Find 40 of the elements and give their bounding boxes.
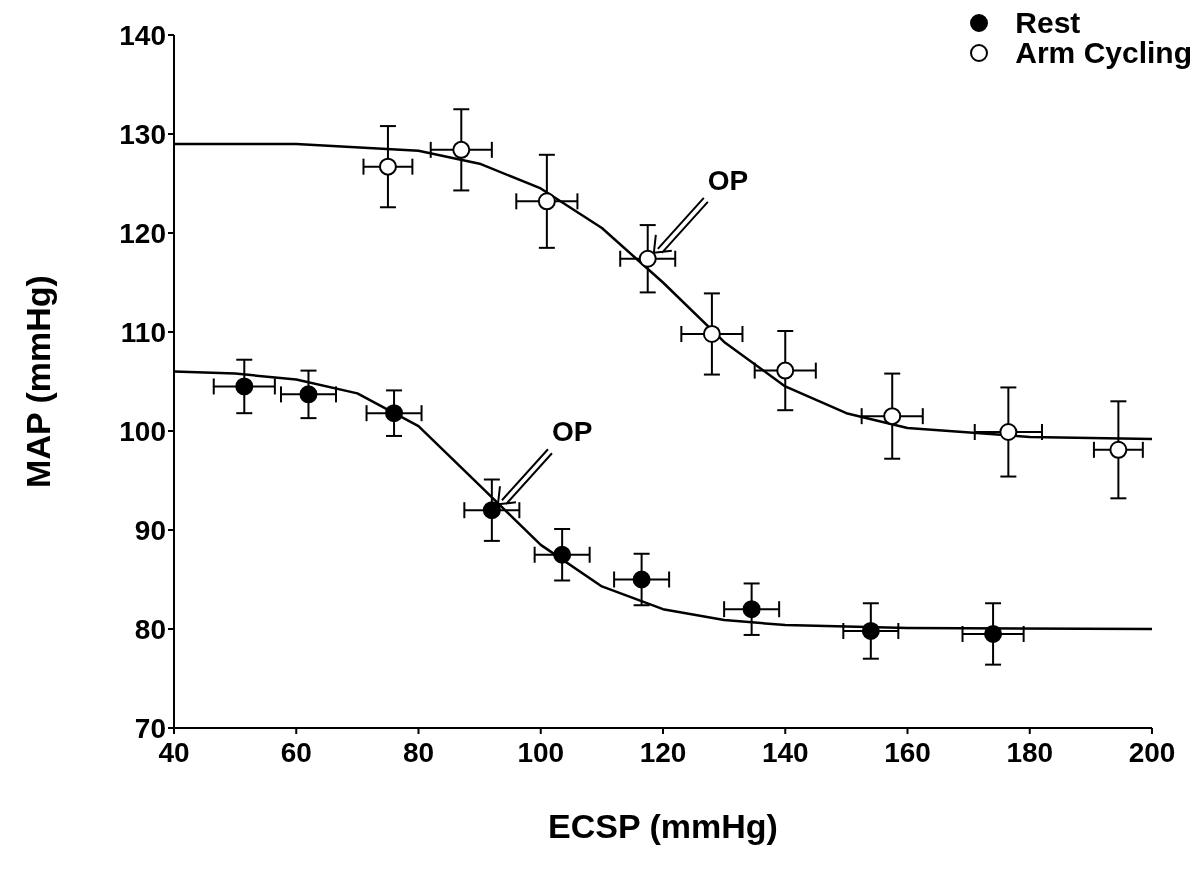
y-tick-label: 130 xyxy=(119,118,166,150)
point xyxy=(537,192,556,211)
y-axis-title: MAP (mmHg) xyxy=(19,275,58,488)
y-tick-label: 70 xyxy=(134,712,166,744)
y-tick-label: 110 xyxy=(120,316,166,348)
x-axis-title: ECSP (mmHg) xyxy=(548,807,778,845)
point xyxy=(385,404,404,423)
y-tick-label: 90 xyxy=(134,514,166,546)
point xyxy=(235,377,254,396)
x-tick-label: 100 xyxy=(517,736,565,768)
annotation: OP xyxy=(551,416,593,448)
point xyxy=(861,621,880,640)
x-tick-label: 200 xyxy=(1128,736,1176,768)
point xyxy=(883,407,902,426)
legend-label: Arm Cycling xyxy=(1015,36,1192,69)
annotation: OP xyxy=(707,164,749,196)
x-tick-label: 140 xyxy=(761,736,809,768)
x-tick-label: 60 xyxy=(280,736,312,768)
point xyxy=(378,157,397,176)
point xyxy=(452,140,471,159)
point xyxy=(999,422,1018,441)
y-tick-label: 120 xyxy=(119,217,166,249)
point xyxy=(1109,440,1128,459)
x-tick-label: 180 xyxy=(1006,736,1054,768)
point xyxy=(776,361,795,380)
point xyxy=(482,501,501,520)
legend-label: Rest xyxy=(1015,6,1081,39)
point xyxy=(638,249,657,268)
point xyxy=(553,545,572,564)
point xyxy=(632,570,651,589)
y-tick-label: 140 xyxy=(119,19,166,51)
point xyxy=(299,385,318,404)
x-tick-label: 120 xyxy=(639,736,687,768)
point xyxy=(702,324,721,343)
y-tick-label: 100 xyxy=(119,415,166,447)
y-tick-label: 80 xyxy=(134,613,166,645)
point xyxy=(984,624,1003,643)
x-tick-label: 80 xyxy=(402,736,435,768)
x-tick-label: 160 xyxy=(884,736,931,768)
point xyxy=(742,600,761,619)
